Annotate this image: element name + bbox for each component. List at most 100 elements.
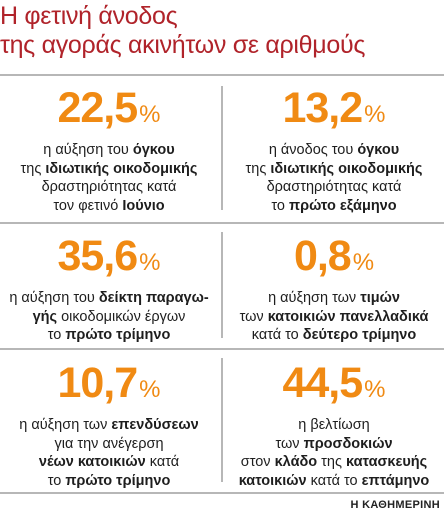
stat-cell: 35,6% η αύξηση του δείκτη παραγω-γής οικ… xyxy=(2,234,216,345)
description-emphasis: πρώτο εξάμηνο xyxy=(289,197,397,214)
description-text: η αύξηση των xyxy=(19,417,112,433)
description-line: κατά το δεύτερο τρίμηνο xyxy=(227,326,441,345)
description-text: η άνοδος του xyxy=(268,142,358,158)
description-text: το xyxy=(47,327,66,343)
description-emphasis: τιμών xyxy=(360,290,400,306)
description-text: στον xyxy=(240,454,275,470)
description-emphasis: επενδύσεων xyxy=(111,417,199,433)
description-line: η αύξηση των επενδύσεων xyxy=(2,416,216,435)
description-text: οικοδομικών έργων xyxy=(57,308,186,325)
description-emphasis: Ιούνιο xyxy=(122,197,165,214)
description-line: η αύξηση του όγκου xyxy=(2,141,216,160)
description-emphasis: γής xyxy=(32,308,58,325)
stat-percent-sign: % xyxy=(139,249,161,276)
description-text: τον φετινό xyxy=(53,197,123,214)
description-line: της ιδιωτικής οικοδομικής xyxy=(227,160,441,179)
divider-horizontal-top xyxy=(0,74,444,76)
stat-description: η αύξηση του δείκτη παραγω-γής οικοδομικ… xyxy=(2,289,216,345)
description-emphasis: δεύτερο τρίμηνο xyxy=(302,327,417,343)
description-text: η αύξηση των xyxy=(268,290,361,306)
description-line: δραστηριότητας κατά xyxy=(2,178,216,197)
stat-number: 13,2 xyxy=(282,84,363,132)
description-text: κατά xyxy=(145,454,180,470)
infographic-title: Η φετινή άνοδος της αγοράς ακινήτων σε α… xyxy=(0,2,440,60)
stat-description: η αύξηση του όγκου της ιδιωτικής οικοδομι… xyxy=(2,141,216,215)
description-emphasis: ιδιωτικής οικοδομικής xyxy=(45,160,198,177)
description-line: το πρώτο τρίμηνο xyxy=(2,326,216,345)
stat-description: η βελτίωση των προσδοκιών στον κλάδο της κ… xyxy=(227,416,441,490)
description-text: η βελτίωση xyxy=(298,417,370,433)
stat-description: η άνοδος του όγκου της ιδιωτικής οικοδομι… xyxy=(227,141,441,215)
description-text: το xyxy=(47,472,66,489)
stat-number: 10,7 xyxy=(57,359,138,407)
description-line: γής οικοδομικών έργων xyxy=(2,308,216,327)
stat-description: η αύξηση των τιμών των κατοικιών πανελλαδ… xyxy=(227,289,441,345)
stat-description: η αύξηση των επενδύσεων για την ανέγερση ν… xyxy=(2,416,216,490)
description-line: για την ανέγερση xyxy=(2,435,216,454)
stat-cell: 13,2% η άνοδος του όγκου της ιδιωτικής οι… xyxy=(227,86,441,215)
description-line: η βελτίωση xyxy=(227,416,441,435)
description-text: της xyxy=(317,454,346,470)
description-emphasis: επτάμηνο xyxy=(361,472,430,489)
description-text: της xyxy=(245,160,271,177)
description-text: των xyxy=(275,435,304,452)
stat-percent-sign: % xyxy=(364,101,386,128)
description-text: η αύξηση του xyxy=(9,290,99,306)
description-line: δραστηριότητας κατά xyxy=(227,178,441,197)
stat-value: 22,5% xyxy=(2,86,216,137)
stat-percent-sign: % xyxy=(364,376,386,403)
stat-value: 0,8% xyxy=(227,234,441,285)
description-line: το πρώτο τρίμηνο xyxy=(2,472,216,491)
description-line: των προσδοκιών xyxy=(227,435,441,454)
stat-cell: 10,7% η αύξηση των επενδύσεων για την ανέ… xyxy=(2,361,216,490)
description-emphasis: κατοικιών πανελλαδικά xyxy=(267,308,429,325)
stat-value: 10,7% xyxy=(2,361,216,412)
description-text: για την ανέγερση xyxy=(54,435,164,452)
stat-number: 0,8 xyxy=(293,232,352,280)
stat-value: 44,5% xyxy=(227,361,441,412)
title-line-1: Η φετινή άνοδος xyxy=(0,2,178,30)
description-text: κατά το xyxy=(306,472,362,489)
stat-cell: 22,5% η αύξηση του όγκου της ιδιωτικής οι… xyxy=(2,86,216,215)
source-credit: Η ΚΑΘΗΜΕΡΙΝΗ xyxy=(350,499,440,511)
description-emphasis: όγκου xyxy=(357,142,400,158)
description-text: των xyxy=(239,308,268,325)
stat-number: 35,6 xyxy=(57,232,138,280)
description-emphasis: κλάδο xyxy=(274,454,318,470)
description-text: κατά το xyxy=(251,327,303,343)
description-emphasis: κατασκευής xyxy=(345,454,428,470)
description-line: της ιδιωτικής οικοδομικής xyxy=(2,160,216,179)
title-line-2: της αγοράς ακινήτων σε αριθμούς xyxy=(0,31,366,59)
description-emphasis: νέων κατοικιών xyxy=(38,454,146,470)
stat-percent-sign: % xyxy=(139,101,161,128)
description-text: η αύξηση του xyxy=(43,142,133,158)
stat-value: 13,2% xyxy=(227,86,441,137)
description-line: τον φετινό Ιούνιο xyxy=(2,197,216,216)
stat-percent-sign: % xyxy=(352,249,375,276)
stat-cell: 44,5% η βελτίωση των προσδοκιών στον κλάδο… xyxy=(227,361,441,490)
description-emphasis: δείκτη παραγω- xyxy=(98,290,209,306)
description-line: των κατοικιών πανελλαδικά xyxy=(227,308,441,327)
stat-number: 22,5 xyxy=(57,84,138,132)
description-line: το πρώτο εξάμηνο xyxy=(227,197,441,216)
description-line: η αύξηση των τιμών xyxy=(227,289,441,308)
divider-horizontal-bottom xyxy=(0,492,444,494)
description-line: η άνοδος του όγκου xyxy=(227,141,441,160)
divider-vertical-row-2 xyxy=(221,232,223,338)
description-text: της xyxy=(20,160,46,177)
description-emphasis: πρώτο τρίμηνο xyxy=(65,327,171,343)
description-emphasis: όγκου xyxy=(132,142,175,158)
stat-percent-sign: % xyxy=(139,376,161,403)
divider-horizontal-lower xyxy=(0,348,444,350)
description-text: το xyxy=(271,197,289,214)
divider-vertical-row-1 xyxy=(221,86,223,210)
stat-number: 44,5 xyxy=(282,359,363,407)
description-text: δραστηριότητας κατά xyxy=(266,179,402,195)
divider-vertical-row-3 xyxy=(221,358,223,482)
description-line: νέων κατοικιών κατά xyxy=(2,453,216,472)
description-emphasis: ιδιωτικής οικοδομικής xyxy=(270,160,423,177)
description-line: η αύξηση του δείκτη παραγω- xyxy=(2,289,216,308)
stat-value: 35,6% xyxy=(2,234,216,285)
stat-cell: 0,8% η αύξηση των τιμών των κατοικιών παν… xyxy=(227,234,441,345)
